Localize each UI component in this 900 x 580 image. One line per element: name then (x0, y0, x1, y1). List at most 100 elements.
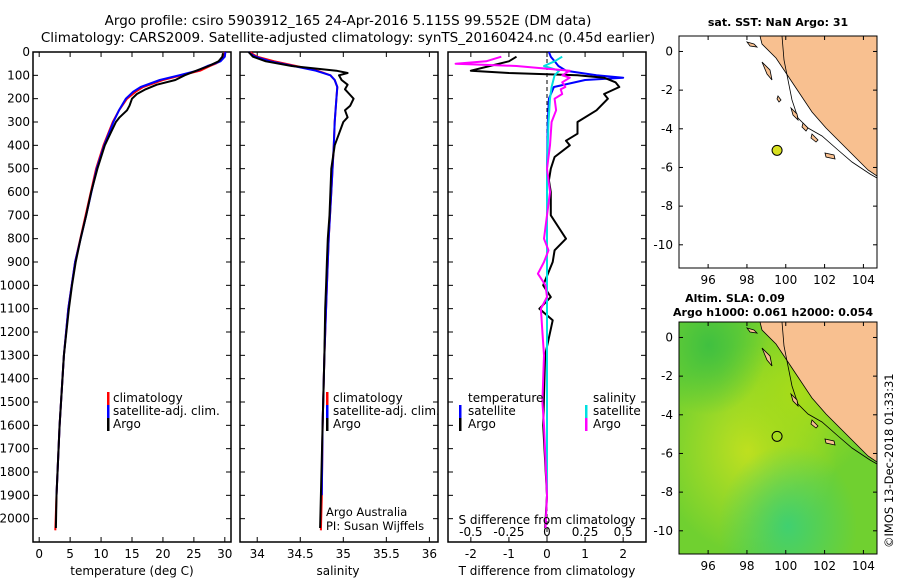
series-satellite-adj-clim (55, 51, 227, 496)
y-tick-label: 1900 (0, 488, 30, 502)
legend-sal-satellite-swatch (585, 405, 588, 418)
y-tick-label: 2000 (0, 512, 30, 526)
y-tick-label: 0 (22, 45, 30, 59)
difference-xlabel: T difference from climatology (458, 564, 636, 578)
x-tick-label: 10 (93, 547, 108, 561)
altimetry-map-panel: Altim. SLA: 0.09 Argo h1000: 0.061 h2000… (653, 292, 896, 573)
x-tick-label: 100 (774, 559, 797, 573)
difference-secondary-xlabel: S difference from climatology (459, 513, 636, 527)
altimetry-map-frame (678, 321, 878, 555)
y-tick-label: -2 (661, 83, 673, 97)
island-batu (776, 95, 782, 103)
depth-contour (781, 322, 877, 465)
header-line2: Climatology: CARS2009. Satellite-adjuste… (41, 30, 655, 46)
x-tick-label: 25 (186, 547, 201, 561)
y-tick-label: -6 (661, 446, 673, 460)
y-tick-label: 900 (7, 255, 30, 269)
difference-legend: temperature satellite Argo salinity sate… (459, 391, 641, 431)
x-tick-label: 1 (581, 547, 589, 561)
x-tick-label: 20 (155, 547, 170, 561)
island-enggano (824, 152, 836, 160)
y-tick-label: 400 (7, 138, 30, 152)
sst-map-frame (678, 35, 878, 269)
island-siberut (790, 392, 799, 408)
series-climatology (54, 51, 226, 531)
x-tick-label: 0 (35, 547, 43, 561)
sst-map-panel: sat. SST: NaN Argo: 31 96 98 100 102 104 0 -2 -… (653, 16, 878, 287)
x-tick-label: 30 (217, 547, 232, 561)
x-tick-label: 100 (774, 273, 797, 287)
sst-map-title: sat. SST: NaN Argo: 31 (708, 16, 848, 29)
x-tick-label: 98 (739, 559, 754, 573)
x-tick-label: 98 (739, 273, 754, 287)
y-tick-label: 1000 (0, 278, 30, 292)
x-tick-label: 35.5 (373, 547, 400, 561)
island-nias (761, 61, 773, 81)
altimetry-map-field (679, 322, 877, 554)
x-tick-label: 102 (813, 559, 836, 573)
argo-float-marker (771, 430, 783, 442)
sst-map-geography (745, 36, 877, 179)
legend-climatology-swatch (107, 392, 110, 405)
temperature-axes-box (32, 51, 232, 543)
altimetry-map-axes: 96 98 100 102 104 0 -2 -4 -6 -8 -10 (653, 322, 877, 573)
salinity-axes-box (239, 51, 439, 543)
y-tick-label: 700 (7, 208, 30, 222)
temperature-panel: 0100200300400500600700800900100011001200… (0, 45, 232, 578)
series-argo (54, 53, 224, 529)
sumatra-land (759, 36, 877, 177)
salinity-xlabel: salinity (316, 564, 359, 578)
y-tick-label: 1300 (0, 348, 30, 362)
y-tick-label: 1700 (0, 442, 30, 456)
island-nias (761, 347, 773, 367)
y-tick-label: -2 (661, 369, 673, 383)
series-argo (247, 51, 355, 529)
island-simeulue (745, 41, 759, 48)
legend-temperature-heading: temperature (468, 391, 543, 405)
x-tick-label: 35 (336, 547, 351, 561)
legend-argo-label: Argo (333, 417, 361, 431)
sst-map-axes: 96 98 100 102 104 0 -2 -4 -6 -8 -10 (653, 36, 877, 287)
legend-sal-argo-swatch (585, 418, 588, 431)
island-pagai (810, 419, 819, 429)
y-tick-label: 1400 (0, 372, 30, 386)
y-tick-label: 1200 (0, 325, 30, 339)
legend-temp-satellite-label: satellite (468, 404, 516, 418)
altimetry-map-subtitle: Argo h1000: 0.061 h2000: 0.054 (673, 306, 873, 319)
legend-argo-swatch (107, 418, 110, 431)
legend-satellite-swatch (107, 405, 110, 418)
y-tick-label: 300 (7, 115, 30, 129)
legend-climatology-label: climatology (113, 391, 183, 405)
y-tick-label: 0 (665, 44, 673, 58)
legend-climatology-swatch (326, 392, 329, 405)
legend-argo-swatch (326, 418, 329, 431)
x-tick-label: 34.5 (287, 547, 314, 561)
island-sipora (801, 122, 809, 132)
island-simeulue (745, 327, 759, 334)
secondary-x-tick-label: -0.5 (459, 525, 482, 539)
credit-line1: Argo Australia (326, 505, 407, 519)
y-tick-label: 1600 (0, 418, 30, 432)
y-tick-label: -4 (661, 122, 673, 136)
y-tick-label: -8 (661, 485, 673, 499)
x-tick-label: -1 (503, 547, 515, 561)
salinity-legend: climatology satellite-adj. clim. Argo (326, 391, 440, 431)
y-tick-label: -8 (661, 199, 673, 213)
legend-temp-satellite-swatch (459, 405, 462, 418)
y-tick-label: 800 (7, 232, 30, 246)
y-tick-label: 500 (7, 162, 30, 176)
imos-timestamp: ©IMOS 13-Dec-2018 01:33:31 (882, 373, 896, 548)
y-tick-label: 200 (7, 92, 30, 106)
series-satellite-adj-clim (247, 51, 339, 496)
y-tick-label: 100 (7, 68, 30, 82)
y-tick-label: 1800 (0, 465, 30, 479)
legend-climatology-label: climatology (333, 391, 403, 405)
x-tick-label: 104 (852, 559, 875, 573)
temperature-plot: 0100200300400500600700800900100011001200… (0, 45, 232, 561)
legend-sal-argo-label: Argo (593, 417, 621, 431)
legend-satellite-label: satellite-adj. clim. (113, 404, 220, 418)
y-tick-label: 1500 (0, 395, 30, 409)
y-tick-label: 1100 (0, 302, 30, 316)
